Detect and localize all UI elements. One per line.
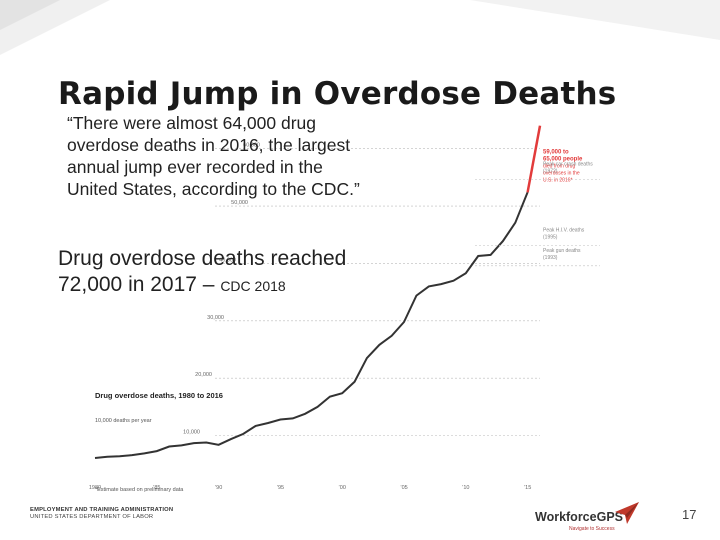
overdose-deaths-chart: 10,000 20,000 30,000 40,000 50,000 60,000 198…: [89, 125, 600, 493]
x-tick-label: ’00: [339, 485, 346, 491]
x-tick-label: ’10: [462, 485, 469, 491]
y-tick-label: 50,000: [231, 200, 248, 206]
x-tick-label: 1980: [89, 485, 101, 491]
x-tick-label: ’85: [153, 485, 160, 491]
y-tick-label: 40,000: [219, 257, 236, 263]
footer-agency: EMPLOYMENT AND TRAINING ADMINISTRATION: [30, 507, 174, 513]
stat-line-1: Drug overdose deaths reached: [58, 247, 347, 270]
highlight-annotation-line: 65,000 people: [543, 157, 583, 163]
chart-title: Drug overdose deaths, 1980 to 2016: [95, 391, 223, 400]
cdc-quote: “There were almost 64,000 drug overdose …: [67, 112, 437, 200]
chart-x-tick-labels: 1980 ’85 ’90 ’95 ’00 ’05 ’10 ’15: [89, 485, 531, 491]
peak-annotation-line: (1995): [543, 235, 558, 241]
y-tick-label: 30,000: [207, 315, 224, 321]
dol-eta-footer: EMPLOYMENT AND TRAINING ADMINISTRATION U…: [30, 507, 173, 520]
stat-line-2-text: 72,000 in 2017 –: [58, 273, 221, 296]
quote-line: overdose deaths in 2016, the largest: [67, 135, 351, 155]
chart-footnote: *Estimate based on preliminary data: [95, 487, 184, 493]
deaths-series-line: [94, 191, 529, 459]
slide-title: Rapid Jump in Overdose Deaths: [58, 76, 617, 112]
highlight-annotation-line: overdoses in the: [543, 171, 580, 177]
highlight-annotation-line: 59,000 to: [543, 150, 569, 156]
y-tick-label: 20,000: [195, 372, 212, 378]
workforcegps-logo: WorkforceGPS Navigate to Success: [535, 500, 645, 536]
peak-annotation-line: Peak H.I.V. deaths: [543, 228, 585, 234]
chart-subtitle: 10,000 deaths per year: [95, 418, 152, 424]
peak-annotation-line: (1993): [543, 255, 558, 261]
peak-annotation-line: Peak gun deaths: [543, 248, 581, 254]
x-tick-label: ’90: [215, 485, 222, 491]
peak-annotation-line: Peak car crash deaths: [543, 162, 593, 168]
corner-decoration: [0, 0, 720, 55]
logo-tagline: Navigate to Success: [569, 526, 615, 532]
highlight-annotation-line: died from drug: [543, 164, 575, 170]
logo-wordmark: WorkforceGPS: [535, 510, 623, 524]
stat-line-2: 72,000 in 2017 – CDC 2018: [58, 272, 458, 299]
y-tick-label: 10,000: [183, 430, 200, 436]
paper-plane-icon: [615, 502, 639, 524]
deaths-series-highlight: [526, 125, 542, 193]
x-tick-label: ’15: [524, 485, 531, 491]
quote-line: “There were almost 64,000 drug: [67, 113, 317, 133]
chart-y-tick-labels: 10,000 20,000 30,000 40,000 50,000 60,000: [183, 143, 260, 436]
x-tick-label: ’05: [400, 485, 407, 491]
peak-annotation-line: (1972): [543, 169, 558, 175]
stat-2017: Drug overdose deaths reached 72,000 in 2…: [58, 246, 458, 299]
page-number: 17: [682, 507, 697, 522]
quote-line: annual jump ever recorded in the: [67, 157, 323, 177]
highlight-annotation-line: U.S. in 2016*: [543, 178, 573, 184]
y-tick-label: 60,000: [243, 143, 260, 149]
x-tick-label: ’95: [277, 485, 284, 491]
footer-department: UNITED STATES DEPARTMENT OF LABOR: [30, 514, 154, 520]
stat-source: CDC 2018: [220, 278, 286, 294]
quote-line: United States, according to the CDC.”: [67, 179, 360, 199]
